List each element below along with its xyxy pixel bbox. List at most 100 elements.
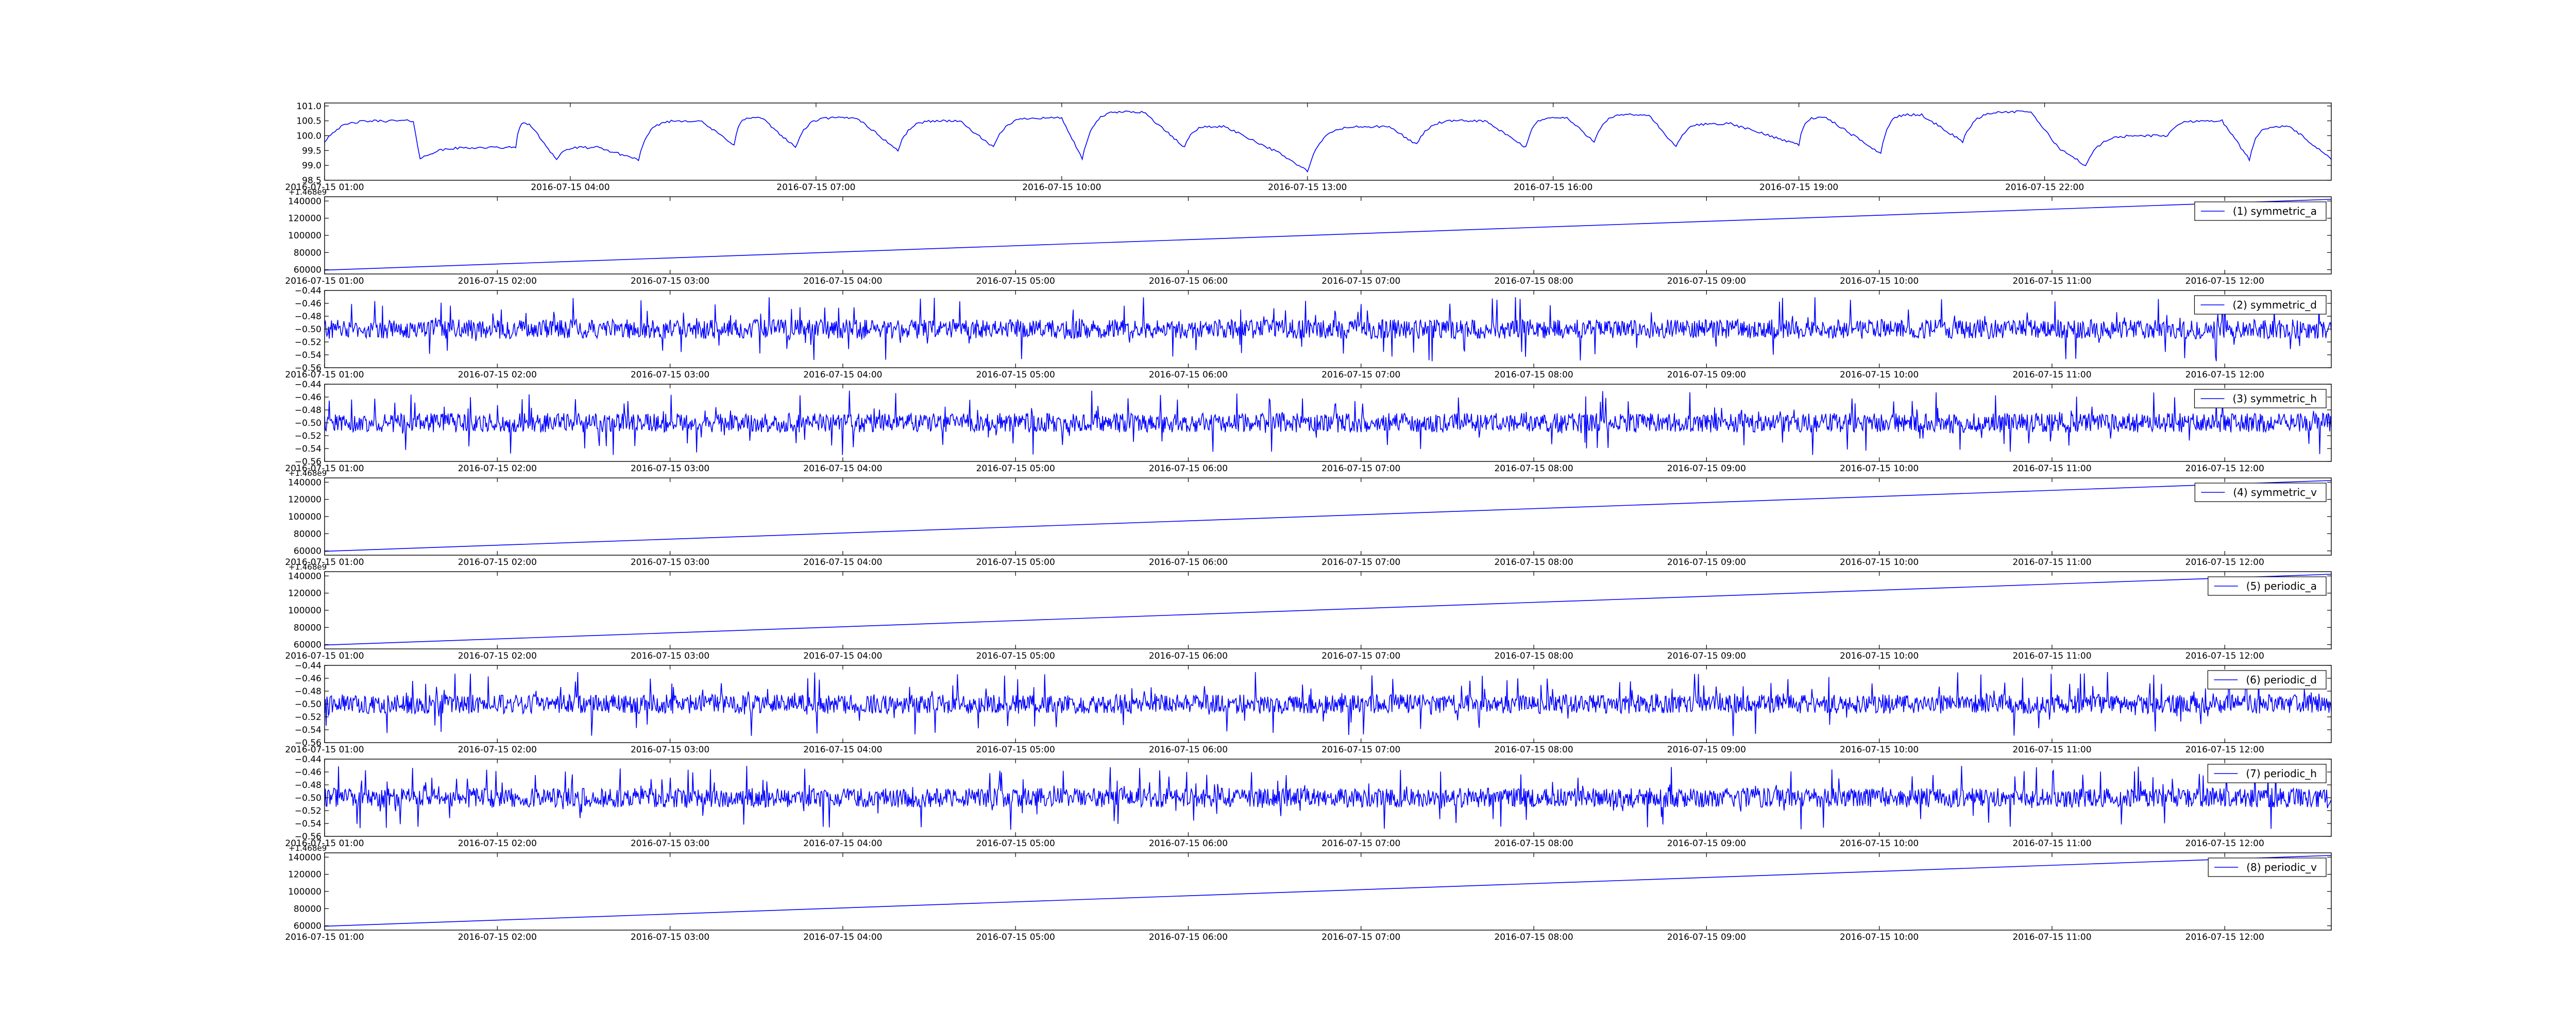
- x-tick-label: 2016-07-15 11:00: [2012, 464, 2091, 474]
- x-tick-label: 2016-07-15 09:00: [1667, 276, 1746, 286]
- series-line: [324, 672, 2332, 736]
- x-tick-label: 2016-07-15 08:00: [1494, 464, 1573, 474]
- x-tick-label: 2016-07-15 01:00: [285, 557, 364, 568]
- x-tick-label: 2016-07-15 07:00: [1321, 932, 1400, 942]
- x-tick-label: 2016-07-15 07:00: [1321, 838, 1400, 849]
- axes-frame: [324, 852, 2332, 931]
- legend-label: (8) periodic_v: [2246, 861, 2317, 873]
- legend-label: (3) symmetric_h: [2232, 392, 2317, 405]
- x-tick-label: 2016-07-15 09:00: [1667, 370, 1746, 380]
- x-tick-label: 2016-07-15 05:00: [976, 932, 1055, 942]
- y-tick-label: 99.5: [302, 146, 321, 156]
- x-tick-label: 2016-07-15 10:00: [1840, 464, 1919, 474]
- y-tick-label: −0.50: [295, 699, 321, 710]
- legend: (1) symmetric_a: [2194, 201, 2327, 221]
- axes-frame: [324, 102, 2332, 181]
- x-tick-label: 2016-07-15 03:00: [631, 370, 709, 380]
- y-tick-label: −0.48: [295, 312, 321, 322]
- y-tick-label: 80000: [294, 904, 321, 914]
- x-tick-label: 2016-07-15 02:00: [458, 370, 537, 380]
- x-tick-label: 2016-07-15 05:00: [976, 838, 1055, 849]
- x-tick-label: 2016-07-15 11:00: [2012, 838, 2091, 849]
- series-line: [324, 855, 2332, 927]
- x-tick-label: 2016-07-15 06:00: [1149, 370, 1228, 380]
- y-tick-label: −0.44: [295, 661, 321, 671]
- subplot-6: 60000 80000 100000 120000 140000 2016-07-15 0…: [285, 562, 2332, 661]
- x-tick-label: 2016-07-15 01:00: [285, 464, 364, 474]
- x-tick-label: 2016-07-15 01:00: [285, 838, 364, 849]
- y-tick-label: 99.0: [302, 161, 321, 171]
- subplot-4: −0.56 −0.54 −0.52 −0.50 −0.48 −0.46 −0.44 2016-…: [285, 380, 2332, 474]
- series-line: [324, 766, 2332, 830]
- legend: (6) periodic_d: [2207, 670, 2327, 690]
- x-tick-label: 2016-07-15 10:00: [1840, 276, 1919, 286]
- x-tick-label: 2016-07-15 01:00: [285, 745, 364, 755]
- x-tick-label: 2016-07-15 11:00: [2012, 651, 2091, 661]
- legend-label: (2) symmetric_d: [2232, 299, 2317, 311]
- x-tick-label: 2016-07-15 06:00: [1149, 276, 1228, 286]
- x-tick-label: 2016-07-15 10:00: [1022, 182, 1101, 193]
- x-tick-label: 2016-07-15 09:00: [1667, 651, 1746, 661]
- x-tick-label: 2016-07-15 02:00: [458, 557, 537, 568]
- y-tick-label: −0.56: [295, 738, 321, 748]
- y-tick-label: 100.5: [296, 116, 321, 127]
- x-tick-label: 2016-07-15 06:00: [1149, 838, 1228, 849]
- y-tick-label: −0.48: [295, 780, 321, 791]
- y-tick-label: 80000: [294, 623, 321, 633]
- x-tick-label: 2016-07-15 10:00: [1840, 838, 1919, 849]
- y-tick-label: 120000: [288, 870, 321, 880]
- x-tick-label: 2016-07-15 06:00: [1149, 651, 1228, 661]
- x-tick-label: 2016-07-15 02:00: [458, 932, 537, 942]
- y-tick-label: 100.0: [296, 131, 321, 141]
- x-tick-label: 2016-07-15 03:00: [631, 745, 709, 755]
- x-tick-label: 2016-07-15 07:00: [1321, 370, 1400, 380]
- y-tick-label: 60000: [294, 265, 321, 276]
- y-tick-label: −0.50: [295, 793, 321, 803]
- x-tick-label: 2016-07-15 07:00: [1321, 745, 1400, 755]
- y-tick-label: 140000: [288, 477, 321, 488]
- x-tick-label: 2016-07-15 07:00: [1321, 276, 1400, 286]
- x-tick-label: 2016-07-15 10:00: [1840, 370, 1919, 380]
- x-tick-label: 2016-07-15 06:00: [1149, 464, 1228, 474]
- legend: (7) periodic_h: [2207, 764, 2327, 783]
- x-tick-label: 2016-07-15 09:00: [1667, 464, 1746, 474]
- y-tick-label: −0.44: [295, 380, 321, 390]
- x-tick-label: 2016-07-15 12:00: [2185, 557, 2264, 568]
- x-tick-label: 2016-07-15 13:00: [1268, 182, 1347, 193]
- series-line: [324, 297, 2332, 362]
- y-tick-label: 100000: [288, 606, 321, 616]
- x-tick-label: 2016-07-15 01:00: [285, 182, 364, 193]
- y-tick-label: −0.44: [295, 286, 321, 296]
- legend-label: (4) symmetric_v: [2233, 486, 2317, 499]
- x-tick-label: 2016-07-15 11:00: [2012, 932, 2091, 942]
- subplot-8: −0.56 −0.54 −0.52 −0.50 −0.48 −0.46 −0.44 2016-…: [285, 754, 2332, 849]
- x-tick-label: 2016-07-15 12:00: [2185, 651, 2264, 661]
- x-tick-label: 2016-07-15 02:00: [458, 745, 537, 755]
- x-tick-label: 2016-07-15 04:00: [803, 745, 882, 755]
- y-tick-label: 100000: [288, 887, 321, 897]
- y-tick-label: −0.52: [295, 431, 321, 441]
- y-tick-label: 101.0: [296, 101, 321, 112]
- axes-frame: [324, 290, 2332, 368]
- legend: (3) symmetric_h: [2194, 389, 2327, 408]
- y-tick-label: −0.46: [295, 392, 321, 403]
- x-tick-label: 2016-07-15 01:00: [285, 651, 364, 661]
- x-tick-label: 2016-07-15 12:00: [2185, 464, 2264, 474]
- axes-frame: [324, 477, 2332, 556]
- y-tick-label: −0.56: [295, 363, 321, 373]
- y-tick-label: −0.54: [295, 350, 321, 360]
- x-tick-label: 2016-07-15 10:00: [1840, 651, 1919, 661]
- x-tick-label: 2016-07-15 09:00: [1667, 932, 1746, 942]
- y-tick-label: −0.44: [295, 754, 321, 765]
- y-tick-label: 120000: [288, 495, 321, 505]
- x-tick-label: 2016-07-15 08:00: [1494, 557, 1573, 568]
- x-tick-label: 2016-07-15 09:00: [1667, 838, 1746, 849]
- y-tick-label: 60000: [294, 546, 321, 557]
- series-line: [324, 110, 2332, 173]
- series-line: [324, 574, 2332, 646]
- x-tick-label: 2016-07-15 12:00: [2185, 932, 2264, 942]
- x-tick-label: 2016-07-15 12:00: [2185, 745, 2264, 755]
- x-tick-label: 2016-07-15 04:00: [803, 651, 882, 661]
- x-tick-label: 2016-07-15 08:00: [1494, 838, 1573, 849]
